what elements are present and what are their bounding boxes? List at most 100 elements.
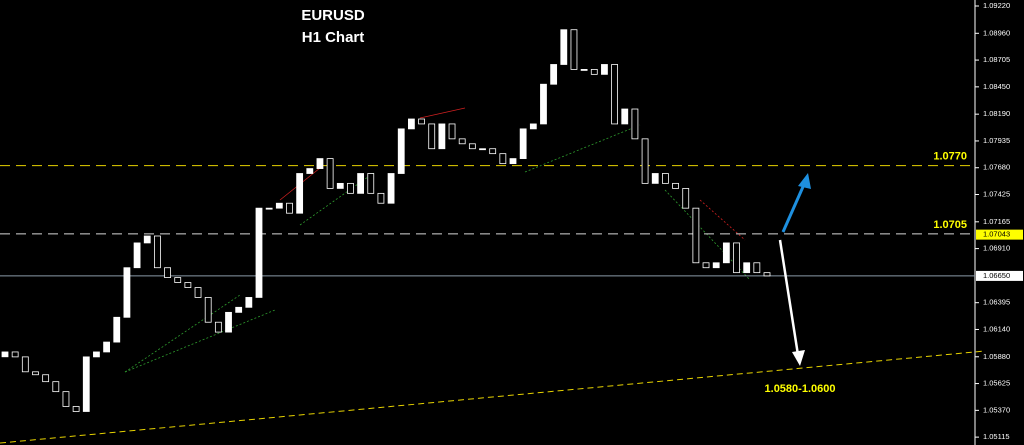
candle — [601, 64, 608, 75]
candle — [377, 192, 385, 204]
candle — [21, 356, 29, 373]
candle — [225, 311, 232, 333]
y-tick-label: 1.08960 — [983, 28, 1010, 37]
price-tag-label: 1.06650 — [983, 271, 1010, 280]
candle — [540, 83, 547, 125]
candle — [194, 287, 202, 298]
level-label: 1.0770 — [933, 151, 967, 163]
candle — [672, 182, 679, 189]
candle — [428, 123, 436, 150]
candle — [438, 123, 446, 150]
plot — [0, 29, 975, 412]
candle — [52, 381, 60, 393]
fan-line — [419, 107, 466, 119]
candle — [255, 207, 263, 298]
candle — [733, 242, 740, 274]
candle — [651, 173, 659, 184]
y-tick-label: 1.05115 — [983, 432, 1010, 441]
candle — [611, 64, 618, 125]
candle — [550, 64, 558, 85]
candle — [580, 69, 588, 71]
candle — [235, 306, 243, 313]
y-tick-label: 1.07935 — [983, 136, 1010, 145]
candle — [479, 148, 486, 151]
candle — [367, 173, 375, 194]
y-tick-label: 1.06395 — [983, 298, 1010, 307]
y-tick-label: 1.05880 — [983, 352, 1010, 361]
candle — [590, 69, 598, 75]
candle — [499, 153, 507, 165]
y-tick-label: 1.07425 — [983, 189, 1010, 198]
candle — [174, 277, 182, 283]
candle — [763, 272, 771, 277]
candle — [245, 297, 253, 308]
y-tick-label: 1.08450 — [983, 82, 1010, 91]
candle — [753, 262, 761, 274]
candle — [336, 182, 344, 189]
candle — [296, 173, 304, 214]
candle — [621, 108, 629, 125]
candle — [712, 262, 720, 269]
candle — [458, 138, 466, 145]
up-arrow-head — [798, 173, 811, 189]
candle — [265, 207, 273, 210]
candle — [103, 341, 110, 353]
candle — [204, 297, 212, 323]
price-tag — [976, 229, 1023, 240]
trendline — [0, 350, 986, 444]
fan-line — [664, 189, 751, 281]
down-arrow-head — [792, 350, 805, 366]
candle — [407, 118, 415, 130]
down-arrow — [778, 239, 800, 356]
price-tag — [976, 270, 1023, 281]
candle — [418, 118, 425, 125]
candle — [306, 168, 314, 174]
candle — [397, 128, 405, 174]
candle — [133, 242, 141, 269]
candle — [184, 282, 192, 288]
price-tag-label: 1.07043 — [983, 230, 1010, 239]
candle — [560, 29, 568, 65]
chart-title: EURUSD — [301, 7, 365, 24]
candle — [32, 371, 39, 376]
candle — [702, 262, 710, 269]
fan-line — [524, 124, 641, 173]
fan-line — [124, 294, 241, 373]
candle — [93, 351, 100, 358]
annotation: 1.0580-1.0600 — [765, 383, 836, 395]
candle — [316, 158, 324, 169]
y-tick-label: 1.06140 — [983, 324, 1010, 333]
y-tick-label: 1.06910 — [983, 244, 1010, 253]
level-label: 1.0705 — [933, 219, 967, 231]
candle — [11, 351, 19, 358]
candle — [275, 202, 283, 209]
candle — [519, 128, 527, 159]
y-tick-label: 1.08190 — [983, 109, 1010, 118]
candle — [529, 123, 537, 130]
candle — [489, 148, 497, 155]
y-tick-label: 1.09220 — [983, 1, 1010, 10]
candle — [164, 267, 171, 278]
chart-subtitle: H1 Chart — [302, 29, 365, 46]
candle — [570, 29, 578, 70]
up-arrow — [781, 179, 808, 233]
y-tick-label: 1.07680 — [983, 163, 1010, 172]
y-tick-label: 1.08705 — [983, 55, 1010, 64]
y-tick-label: 1.05370 — [983, 405, 1010, 414]
y-tick-label: 1.05625 — [983, 379, 1010, 388]
candle — [722, 242, 730, 264]
candle — [1, 351, 9, 358]
candle — [387, 173, 395, 204]
candle — [214, 321, 222, 333]
candle — [123, 267, 131, 318]
candle — [631, 108, 639, 140]
candle — [113, 316, 121, 343]
candle — [347, 182, 354, 194]
candle — [62, 391, 70, 407]
candle — [286, 202, 293, 214]
candle — [468, 143, 476, 150]
candle — [448, 123, 456, 140]
fan-line — [124, 309, 276, 373]
candle — [682, 188, 690, 209]
